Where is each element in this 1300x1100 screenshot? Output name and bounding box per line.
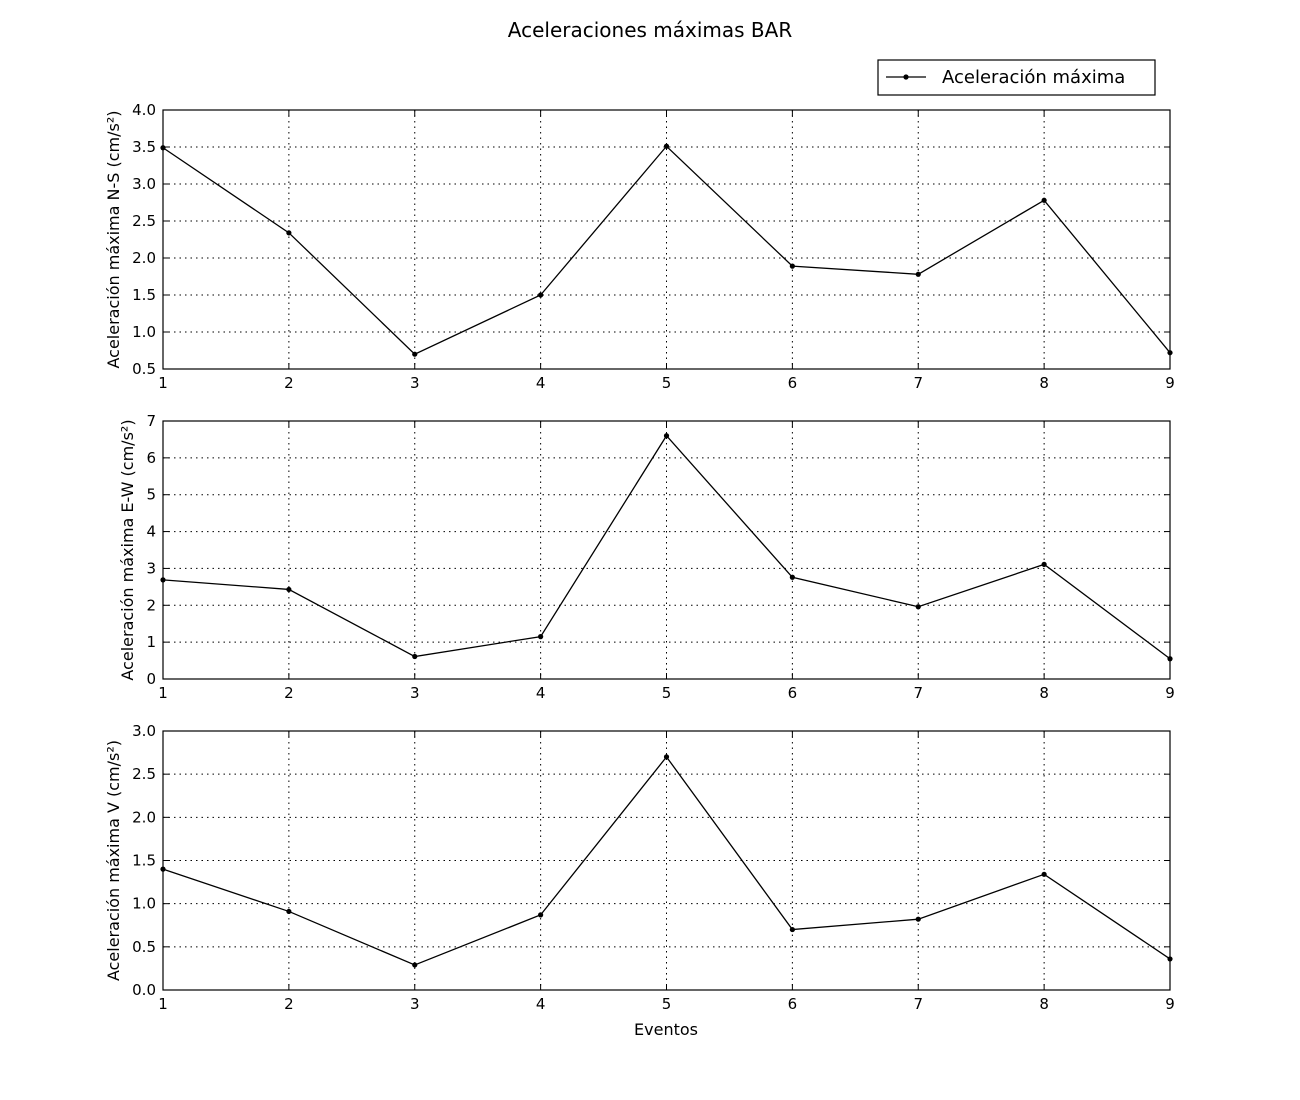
ns-data-point — [286, 230, 292, 236]
ns-xtick-label: 4 — [536, 374, 546, 392]
legend-marker — [903, 74, 909, 80]
ew-ytick-label: 7 — [146, 412, 156, 430]
ew-data-point — [286, 586, 292, 593]
ew-data-point — [663, 433, 670, 439]
v-xtick-label: 6 — [788, 995, 798, 1013]
ew-xtick-label: 3 — [410, 684, 420, 702]
subplot-ns: 0.5 1.0 1.5 2.0 2.5 3.0 3.5 4.0 1 2 3 4 5 6 7 8 9 Acelera… — [104, 101, 1175, 392]
v-xtick-label: 8 — [1039, 995, 1049, 1013]
ew-y-axis-label: Aceleración máxima E-W (cm/s²) — [118, 419, 137, 680]
ns-xtick-label: 8 — [1039, 374, 1049, 392]
ns-ytick-label: 3.0 — [132, 175, 156, 193]
ew-xtick-label: 4 — [536, 684, 546, 702]
ns-ytick-label: 2.5 — [132, 212, 156, 230]
ns-data-point — [412, 351, 418, 357]
ew-data-point — [160, 577, 166, 583]
ew-data-point — [1167, 656, 1173, 662]
ns-data-point — [915, 271, 921, 277]
ew-ytick-label: 6 — [146, 449, 156, 467]
chart-title: Aceleraciones máximas BAR — [508, 18, 793, 42]
ew-xtick-label: 1 — [158, 684, 168, 702]
v-data-point — [412, 962, 418, 968]
v-data-point — [663, 754, 670, 760]
ew-data-point — [915, 604, 921, 610]
ew-xtick-label: 8 — [1039, 684, 1049, 702]
v-xtick-label: 3 — [410, 995, 420, 1013]
ns-data-point — [663, 143, 670, 149]
v-data-point — [1041, 871, 1047, 877]
ns-xtick-label: 3 — [410, 374, 420, 392]
ew-ytick-label: 2 — [146, 596, 156, 614]
x-axis-label: Eventos — [634, 1020, 698, 1039]
legend-label: Aceleración máxima — [942, 67, 1125, 88]
v-xtick-label: 4 — [536, 995, 546, 1013]
v-data-point — [160, 866, 166, 872]
ew-xtick-label: 9 — [1165, 684, 1175, 702]
ew-data-point — [412, 653, 418, 660]
v-ytick-label: 3.0 — [132, 722, 156, 740]
ew-ytick-label: 1 — [146, 633, 156, 651]
v-ytick-label: 1.5 — [132, 852, 156, 870]
ns-data-point — [1167, 350, 1173, 356]
ew-xtick-label: 7 — [913, 684, 923, 702]
ns-ytick-label: 1.5 — [132, 286, 156, 304]
v-xtick-label: 9 — [1165, 995, 1175, 1013]
v-ytick-label: 2.5 — [132, 765, 156, 783]
ns-data-point — [538, 292, 544, 298]
ns-ytick-label: 4.0 — [132, 101, 156, 119]
ns-ytick-label: 2.0 — [132, 249, 156, 267]
ew-data-point — [538, 634, 544, 640]
v-xtick-label: 1 — [158, 995, 168, 1013]
ns-xtick-label: 5 — [662, 374, 672, 392]
v-ytick-label: 2.0 — [132, 808, 156, 826]
v-y-axis-label: Aceleración máxima V (cm/s²) — [104, 740, 123, 981]
ns-ytick-label: 3.5 — [132, 138, 156, 156]
v-data-point — [789, 926, 795, 933]
v-data-point — [538, 912, 544, 918]
ew-data-point — [1041, 561, 1047, 567]
ns-ytick-label: 1.0 — [132, 323, 156, 341]
subplot-v: 0.0 0.5 1.0 1.5 2.0 2.5 3.0 1 2 3 4 5 6 7 8 9 Aceleració… — [104, 722, 1175, 1013]
v-xtick-label: 2 — [284, 995, 294, 1013]
v-data-point — [286, 908, 292, 915]
ew-ytick-label: 3 — [146, 559, 156, 577]
ns-xtick-label: 7 — [913, 374, 923, 392]
ew-data-point — [789, 574, 795, 580]
ns-data-point — [789, 263, 795, 269]
ew-ytick-label: 5 — [146, 486, 156, 504]
ew-ytick-label: 4 — [146, 523, 156, 541]
ns-xtick-label: 9 — [1165, 374, 1175, 392]
v-xtick-label: 7 — [913, 995, 923, 1013]
v-ytick-label: 0.0 — [132, 981, 156, 999]
ew-ytick-label: 0 — [146, 670, 156, 688]
ns-data-point — [160, 145, 166, 151]
ns-xtick-label: 2 — [284, 374, 294, 392]
ns-data-point — [1041, 197, 1047, 203]
v-data-point — [1167, 956, 1173, 962]
ns-xtick-label: 6 — [788, 374, 798, 392]
v-ytick-label: 0.5 — [132, 938, 156, 956]
ew-xtick-label: 5 — [662, 684, 672, 702]
ew-xtick-label: 2 — [284, 684, 294, 702]
ns-ytick-label: 0.5 — [132, 360, 156, 378]
legend: Aceleración máxima — [877, 59, 1156, 96]
ns-xtick-label: 1 — [158, 374, 168, 392]
v-data-point — [915, 916, 921, 922]
ns-y-axis-label: Aceleración máxima N-S (cm/s²) — [104, 110, 123, 368]
ew-xtick-label: 6 — [788, 684, 798, 702]
v-ytick-label: 1.0 — [132, 895, 156, 913]
v-xtick-label: 5 — [662, 995, 672, 1013]
